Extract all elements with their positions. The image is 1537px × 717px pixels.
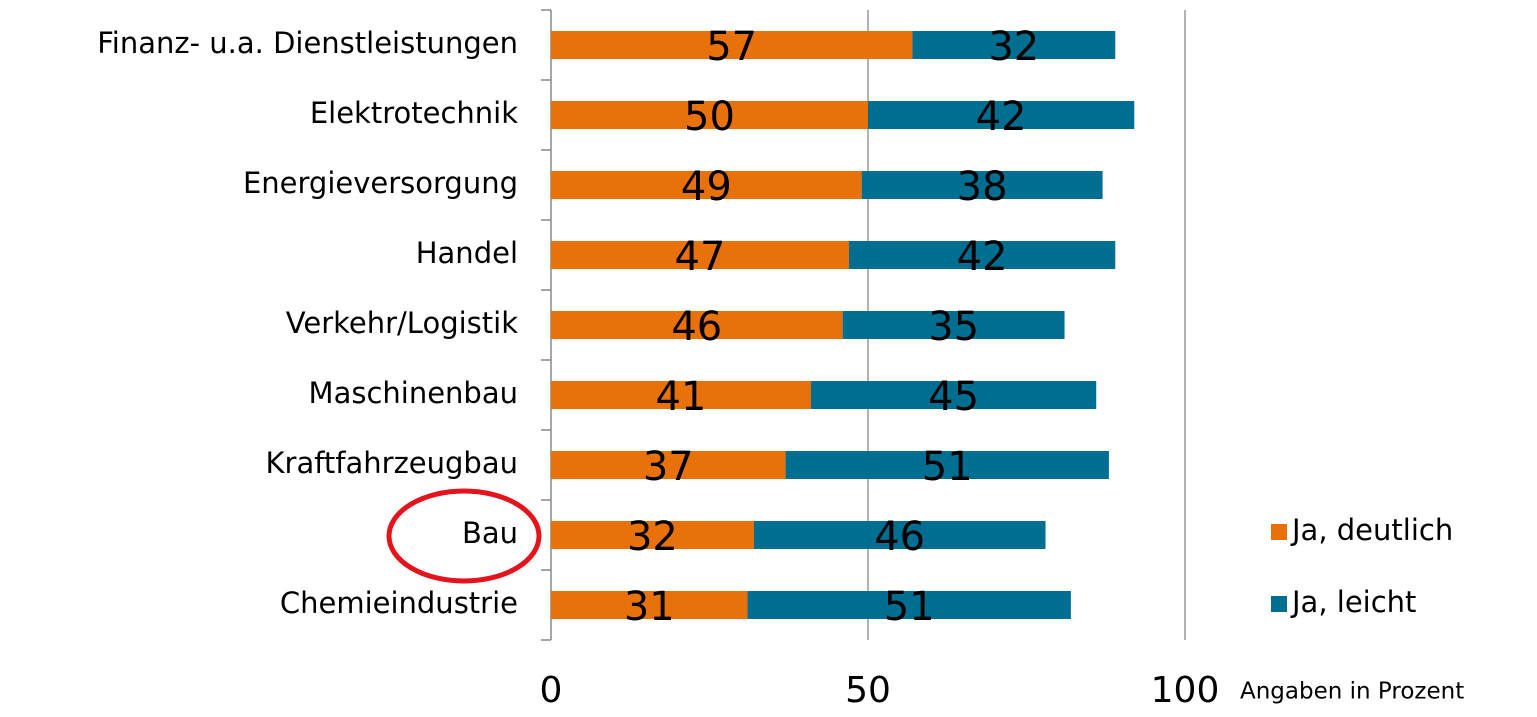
data-label: 35 [928,304,979,350]
bar-segment [551,451,786,479]
bar-segment [551,101,868,129]
data-label: 47 [675,234,726,280]
x-axis-label: Angaben in Prozent [1240,679,1464,705]
bar-segment [842,311,1065,339]
bar-segment [747,591,1071,619]
legend-label: Ja, leicht [1290,585,1416,619]
bar-segment [551,381,811,409]
category-label: Finanz- u.a. Dienstleistungen [97,26,518,60]
bar-segment [848,241,1116,269]
data-label: 51 [884,584,935,630]
bar-segment [551,311,843,339]
bar-segment [551,171,862,199]
x-tick-label: 50 [845,670,891,711]
bar-segment [551,31,913,59]
bar-segment [810,381,1097,409]
data-label: 49 [681,164,732,210]
category-label: Maschinenbau [309,376,518,410]
legend-swatch [1271,596,1287,612]
bar-segment [912,31,1116,59]
data-label: 50 [684,94,735,140]
category-label: Verkehr/Logistik [286,306,518,340]
bar-segment [868,101,1135,129]
data-label: 41 [656,374,707,420]
x-tick-label: 0 [540,670,563,711]
category-label: Elektrotechnik [310,96,518,130]
category-label: Energieversorgung [243,166,518,200]
data-label: 32 [988,24,1039,70]
bar-segment [753,521,1046,549]
category-label: Bau [462,516,518,550]
legend-label: Ja, deutlich [1290,513,1453,547]
data-label: 37 [643,444,694,490]
bar-segment [861,171,1103,199]
category-label: Chemieindustrie [280,586,518,620]
data-label: 45 [928,374,979,420]
data-label: 46 [874,514,925,560]
legend-swatch [1271,524,1287,540]
data-label: 51 [922,444,973,490]
x-tick-label: 100 [1151,670,1220,711]
bar-segment [785,451,1109,479]
data-label: 38 [957,164,1008,210]
bar-segment [551,241,849,269]
bar-segment [551,591,748,619]
data-label: 42 [957,234,1008,280]
highlight-ellipse [386,488,542,584]
category-label: Handel [416,236,518,270]
data-label: 42 [976,94,1027,140]
bar-segment [551,521,754,549]
data-label: 57 [706,24,757,70]
data-label: 32 [627,514,678,560]
data-label: 46 [671,304,722,350]
data-label: 31 [624,584,675,630]
category-label: Kraftfahrzeugbau [266,446,518,480]
